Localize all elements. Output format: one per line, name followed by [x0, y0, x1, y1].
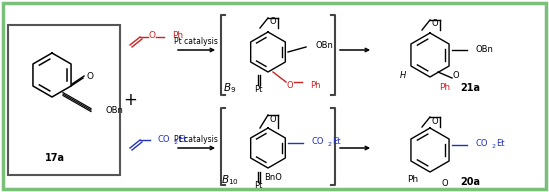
Text: Pt catalysis: Pt catalysis [174, 136, 218, 145]
Text: Pt: Pt [254, 180, 262, 190]
Text: Et: Et [178, 135, 187, 143]
Text: 2: 2 [173, 140, 177, 145]
Text: +: + [123, 91, 137, 109]
Text: OBn: OBn [316, 41, 334, 50]
FancyBboxPatch shape [3, 3, 546, 189]
Text: $\mathit{B}_9$: $\mathit{B}_9$ [223, 81, 237, 95]
Text: O: O [432, 117, 438, 126]
Text: CO: CO [476, 140, 489, 148]
Text: O: O [87, 71, 93, 80]
Text: Pt: Pt [254, 85, 262, 94]
Text: O: O [148, 31, 155, 41]
Text: Ph: Ph [439, 84, 451, 93]
Text: Ph: Ph [172, 31, 183, 41]
Text: O: O [270, 114, 276, 123]
Text: 2: 2 [327, 142, 331, 147]
Text: 17a: 17a [45, 153, 65, 163]
Text: BnO: BnO [264, 174, 282, 183]
Text: O: O [442, 179, 449, 188]
Text: CO: CO [158, 135, 171, 143]
Text: 21a: 21a [460, 83, 480, 93]
Text: CO: CO [312, 137, 324, 146]
Text: Ph: Ph [407, 175, 418, 185]
Text: Pt catalysis: Pt catalysis [174, 37, 218, 46]
Text: 20a: 20a [460, 177, 480, 187]
Text: H: H [400, 70, 406, 79]
Text: O: O [270, 17, 276, 26]
FancyBboxPatch shape [8, 25, 120, 175]
Text: Ph: Ph [310, 80, 321, 89]
Text: Et: Et [496, 140, 505, 148]
Text: 2: 2 [491, 145, 495, 150]
Text: Et: Et [332, 137, 340, 146]
Text: O: O [287, 80, 293, 89]
Text: $\mathit{B}_{10}$: $\mathit{B}_{10}$ [221, 173, 239, 187]
Text: O: O [453, 71, 460, 80]
Text: OBn: OBn [105, 106, 123, 115]
Text: O: O [432, 20, 438, 28]
Text: OBn: OBn [476, 45, 494, 54]
